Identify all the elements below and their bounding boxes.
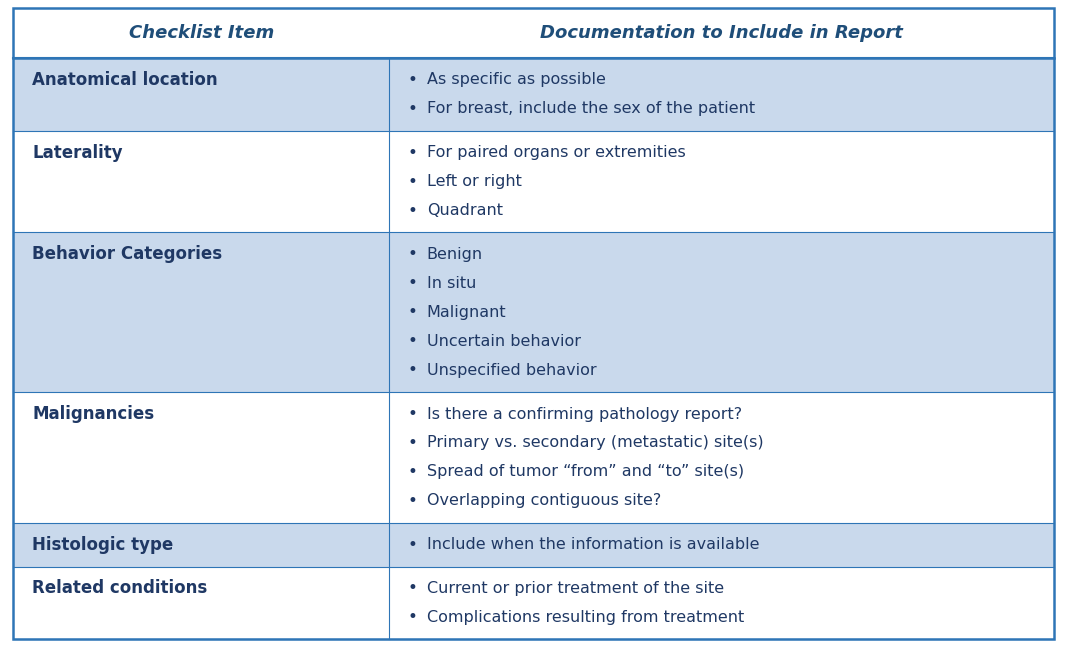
Text: •: • xyxy=(408,274,418,292)
Bar xyxy=(13,8,1054,58)
Text: Include when the information is available: Include when the information is availabl… xyxy=(427,537,760,552)
Bar xyxy=(13,232,1054,392)
Text: •: • xyxy=(408,202,418,219)
Text: Histologic type: Histologic type xyxy=(32,536,173,554)
Text: Uncertain behavior: Uncertain behavior xyxy=(427,334,580,349)
Text: •: • xyxy=(408,580,418,597)
Text: Is there a confirming pathology report?: Is there a confirming pathology report? xyxy=(427,406,742,421)
Text: •: • xyxy=(408,144,418,162)
Text: Checklist Item: Checklist Item xyxy=(128,24,274,42)
Text: •: • xyxy=(408,434,418,452)
Bar xyxy=(13,567,1054,639)
Text: Related conditions: Related conditions xyxy=(32,580,207,597)
Text: Benign: Benign xyxy=(427,247,483,262)
Text: In situ: In situ xyxy=(427,276,476,291)
Bar xyxy=(13,523,1054,567)
Text: •: • xyxy=(408,463,418,481)
Text: Laterality: Laterality xyxy=(32,144,123,162)
Text: For paired organs or extremities: For paired organs or extremities xyxy=(427,145,686,160)
Text: Unspecified behavior: Unspecified behavior xyxy=(427,363,596,378)
Text: Malignancies: Malignancies xyxy=(32,405,154,423)
Text: •: • xyxy=(408,245,418,263)
Text: Malignant: Malignant xyxy=(427,305,507,320)
Text: •: • xyxy=(408,361,418,379)
Text: Documentation to Include in Report: Documentation to Include in Report xyxy=(540,24,904,42)
Bar xyxy=(13,392,1054,523)
Text: Complications resulting from treatment: Complications resulting from treatment xyxy=(427,610,744,625)
Text: Left or right: Left or right xyxy=(427,174,522,189)
Bar xyxy=(13,131,1054,232)
Text: •: • xyxy=(408,333,418,350)
Text: Overlapping contiguous site?: Overlapping contiguous site? xyxy=(427,494,662,509)
Text: •: • xyxy=(408,71,418,89)
Text: Spread of tumor “from” and “to” site(s): Spread of tumor “from” and “to” site(s) xyxy=(427,465,744,479)
Bar xyxy=(13,58,1054,131)
Text: Behavior Categories: Behavior Categories xyxy=(32,245,222,263)
Text: •: • xyxy=(408,536,418,554)
Text: Anatomical location: Anatomical location xyxy=(32,71,218,89)
Text: •: • xyxy=(408,100,418,118)
Text: •: • xyxy=(408,492,418,510)
Text: Quadrant: Quadrant xyxy=(427,203,503,218)
Text: For breast, include the sex of the patient: For breast, include the sex of the patie… xyxy=(427,102,755,116)
Text: Primary vs. secondary (metastatic) site(s): Primary vs. secondary (metastatic) site(… xyxy=(427,435,763,450)
Text: Current or prior treatment of the site: Current or prior treatment of the site xyxy=(427,581,723,596)
Text: •: • xyxy=(408,303,418,322)
Text: •: • xyxy=(408,405,418,423)
Text: As specific as possible: As specific as possible xyxy=(427,72,606,87)
Text: •: • xyxy=(408,173,418,191)
Text: •: • xyxy=(408,608,418,626)
